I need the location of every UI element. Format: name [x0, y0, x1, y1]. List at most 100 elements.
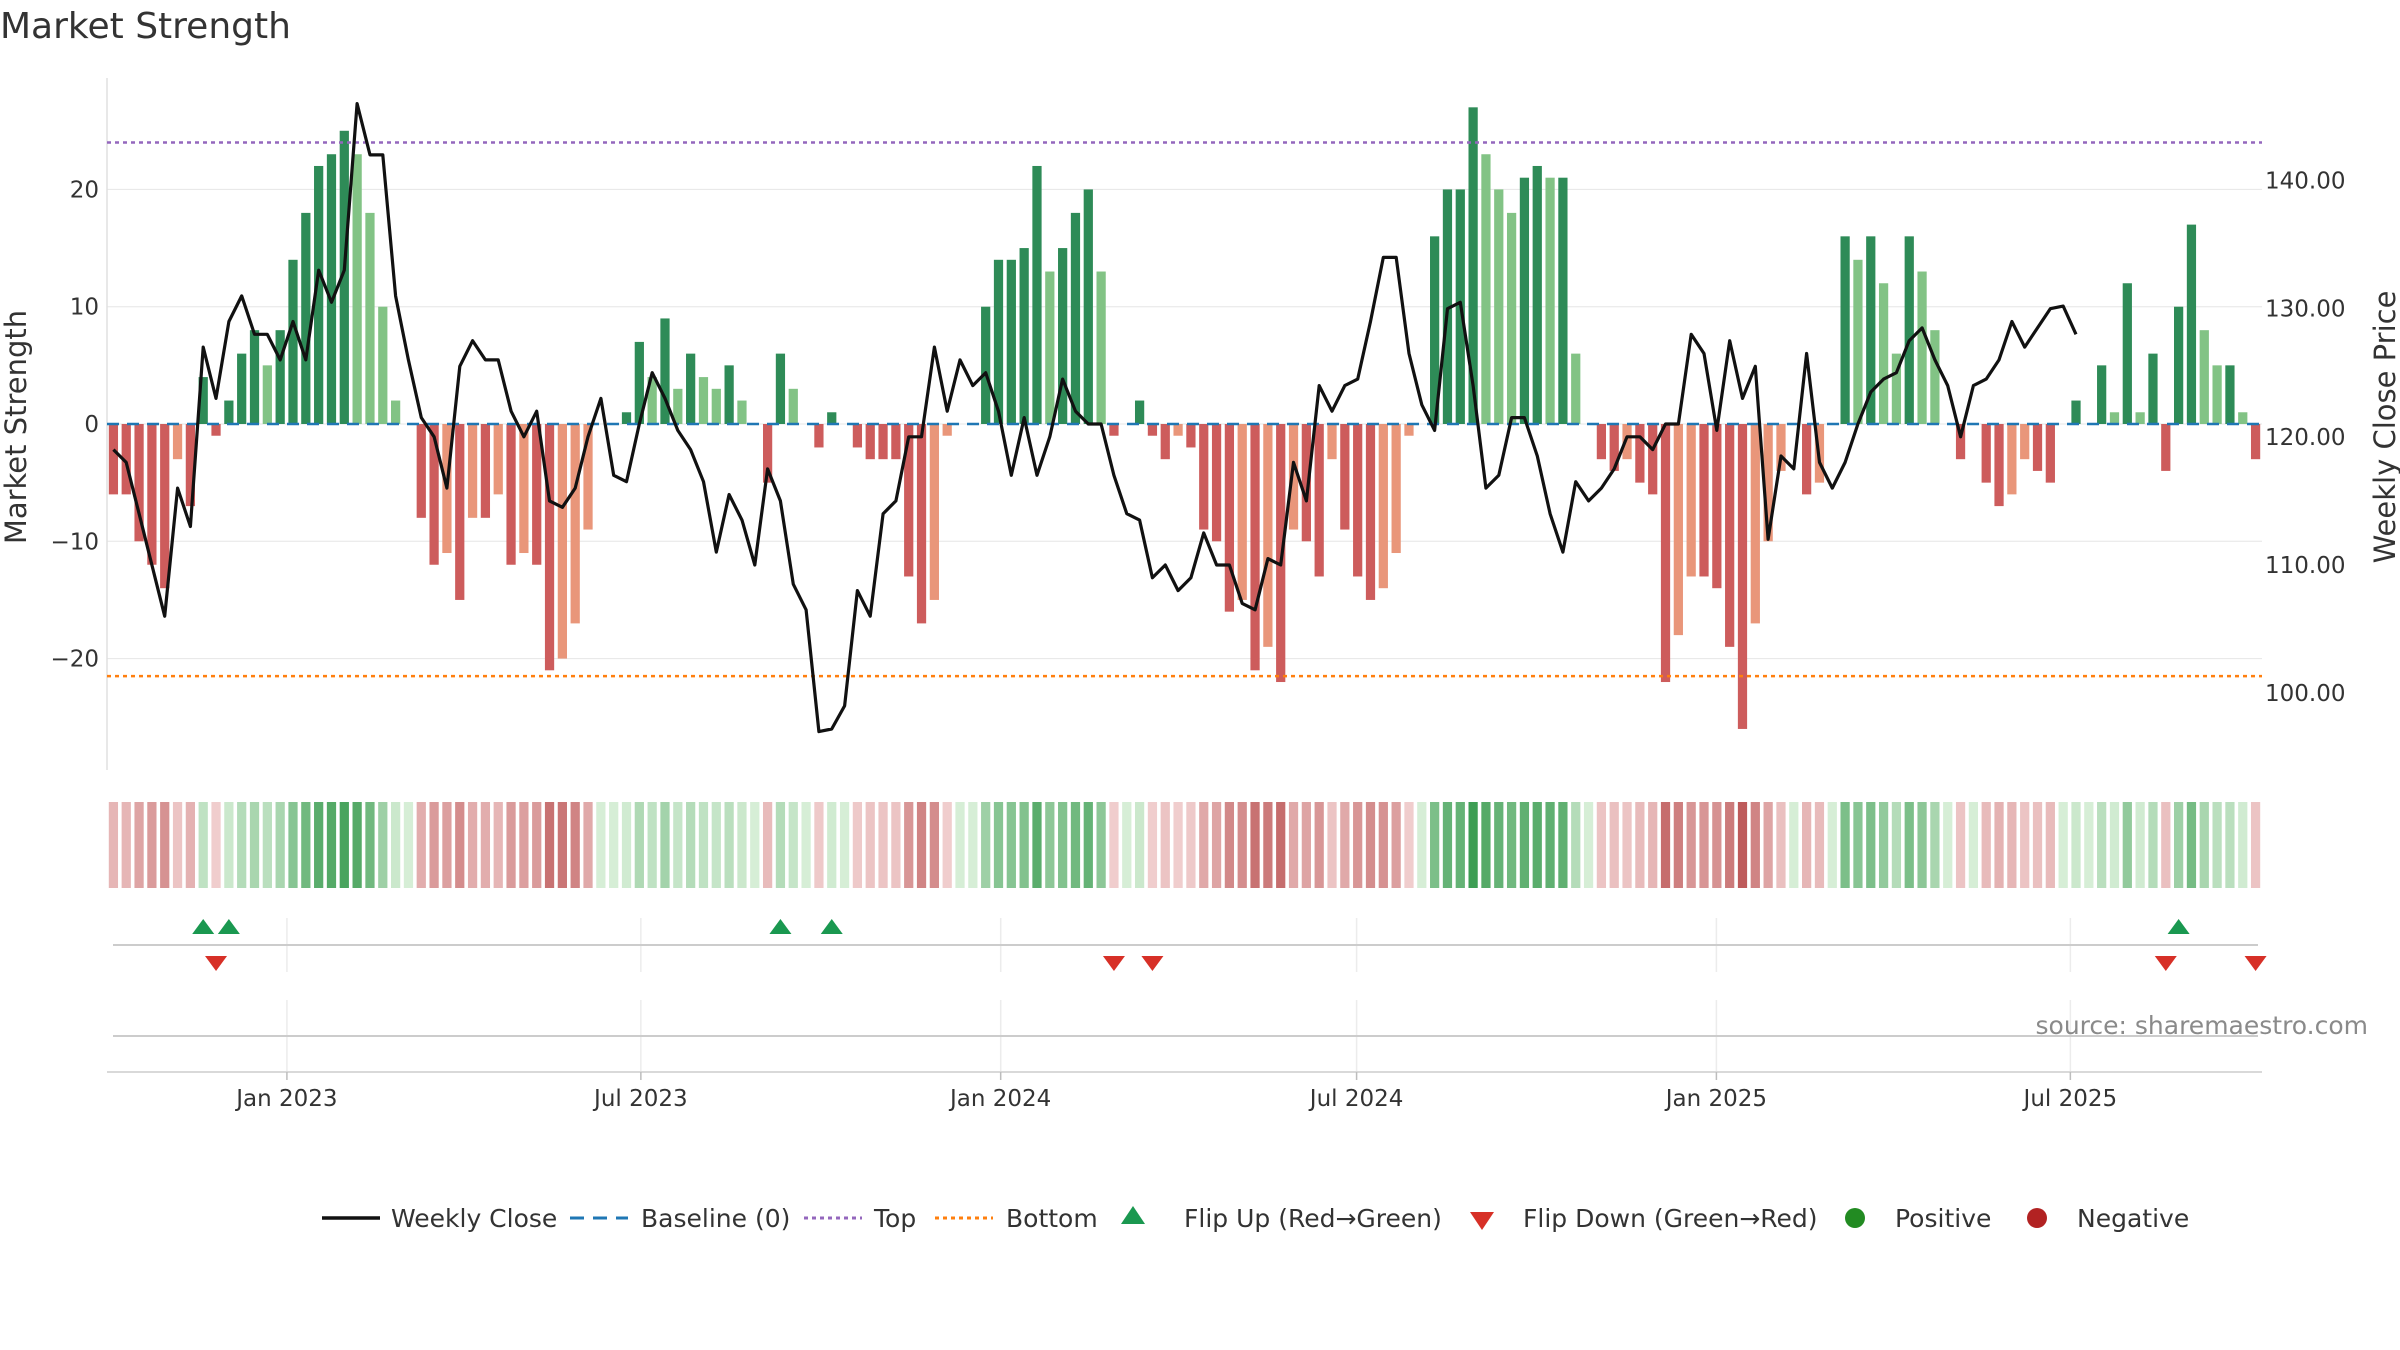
strength-bar — [1301, 424, 1311, 542]
strength-bar — [262, 365, 272, 424]
strip-cell — [2122, 802, 2132, 888]
strength-bar — [1314, 424, 1324, 577]
strength-bar — [1083, 189, 1093, 424]
strip-cell — [1070, 802, 1081, 888]
strength-bar — [762, 424, 773, 483]
strength-bar — [1058, 248, 1068, 424]
strength-bar — [467, 424, 478, 518]
strip-cell — [1096, 802, 1106, 888]
strength-bars — [108, 107, 2261, 729]
strip-cell — [916, 802, 927, 888]
legend-bottom-label: Bottom — [1006, 1204, 1098, 1233]
strip-cell — [1917, 802, 1927, 888]
strength-bar — [1109, 424, 1119, 436]
strip-cell — [814, 802, 824, 888]
strip-cell — [1660, 802, 1671, 888]
strip-cell — [1250, 802, 1260, 888]
strength-bar — [301, 212, 311, 424]
strength-bar — [1891, 353, 1902, 424]
strip-cell — [403, 802, 414, 888]
strength-bar — [493, 424, 503, 495]
strip-cell — [1288, 802, 1299, 888]
strip-cell — [2058, 802, 2068, 888]
strength-bar — [647, 377, 657, 424]
strength-bar — [1224, 424, 1235, 612]
strength-bar — [1430, 236, 1440, 424]
strength-bar — [1096, 271, 1106, 424]
strip-cell — [2109, 802, 2120, 888]
strength-bar — [1609, 424, 1619, 471]
strip-cell — [1878, 802, 1889, 888]
strip-cell — [1365, 802, 1376, 888]
strength-heat-strip — [108, 802, 2261, 888]
strength-bar — [1917, 271, 1927, 424]
strength-bar — [621, 412, 632, 424]
strength-bar — [1147, 424, 1158, 436]
strength-bar — [570, 424, 580, 624]
strip-cell — [955, 802, 965, 888]
strip-cell — [506, 802, 516, 888]
flip-down-marker — [205, 956, 228, 971]
strip-cell — [198, 802, 208, 888]
strip-cell — [1199, 802, 1209, 888]
strip-cell — [1019, 802, 1029, 888]
strip-cell — [2238, 802, 2248, 888]
strength-bar — [1699, 424, 1709, 577]
x-tick-label: Jan 2023 — [234, 1086, 337, 1112]
strip-cell — [532, 802, 542, 888]
strength-bar — [275, 330, 285, 424]
strip-cell — [698, 802, 709, 888]
strip-cell — [339, 802, 349, 888]
strength-bar — [916, 424, 927, 624]
strip-cell — [1147, 802, 1158, 888]
strength-bar — [1878, 283, 1889, 424]
legend-flip-up-icon — [1121, 1206, 1145, 1224]
strip-cell — [827, 802, 837, 888]
strength-bar — [1442, 189, 1453, 424]
strength-bar — [1288, 424, 1299, 530]
legend-positive-dot — [1845, 1208, 1865, 1228]
strength-bar — [557, 424, 567, 659]
strip-cell — [185, 802, 195, 888]
strength-bar — [1930, 330, 1940, 424]
strength-bar — [686, 353, 696, 424]
strip-cell — [2174, 802, 2184, 888]
strip-cell — [1635, 802, 1645, 888]
strip-cell — [1430, 802, 1440, 888]
strip-cell — [544, 802, 555, 888]
strength-bar — [2071, 400, 2081, 424]
strip-cell — [1763, 802, 1773, 888]
strip-cell — [852, 802, 863, 888]
strength-bar — [1391, 424, 1401, 554]
y2-tick-label: 120.00 — [2265, 425, 2345, 451]
legend-baseline-label: Baseline (0) — [641, 1204, 790, 1233]
legend-positive-label: Positive — [1895, 1204, 1991, 1233]
strip-cell — [1776, 802, 1786, 888]
strength-bar — [2225, 365, 2235, 424]
y2-tick-label: 100.00 — [2265, 681, 2345, 707]
strip-cell — [2007, 802, 2017, 888]
strip-cell — [1519, 802, 1530, 888]
strength-bar — [224, 400, 234, 424]
strip-cell — [634, 802, 644, 888]
strip-cell — [1853, 802, 1863, 888]
strip-cell — [1327, 802, 1337, 888]
source-credit: source: sharemaestro.com — [2036, 1011, 2369, 1040]
strength-bar — [1211, 424, 1222, 542]
strength-bar — [2212, 365, 2222, 424]
x-tick-label: Jan 2025 — [1664, 1086, 1767, 1112]
weekly-close-line — [112, 102, 2078, 734]
strength-bar — [698, 377, 709, 424]
strip-cell — [121, 802, 131, 888]
strip-cell — [1122, 802, 1132, 888]
strip-cell — [1263, 802, 1273, 888]
strength-bar — [455, 424, 465, 600]
strip-cell — [211, 802, 221, 888]
strip-cell — [442, 802, 452, 888]
strength-bar — [2045, 424, 2055, 483]
strength-bar — [544, 424, 555, 671]
strip-cell — [2199, 802, 2209, 888]
strip-cell — [737, 802, 747, 888]
strength-bar — [852, 424, 863, 448]
strip-cell — [147, 802, 157, 888]
